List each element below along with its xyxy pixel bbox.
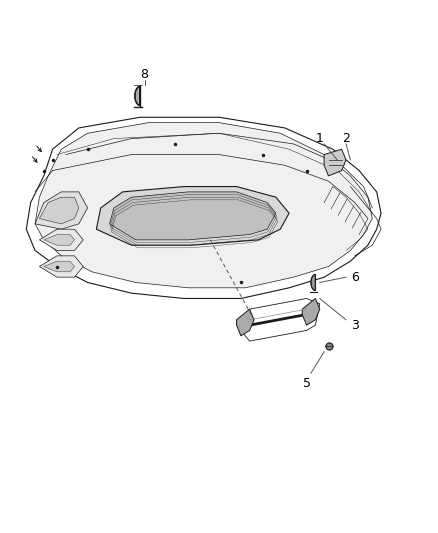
Text: 1: 1	[316, 132, 324, 145]
Text: 8: 8	[141, 68, 148, 81]
Polygon shape	[96, 187, 289, 245]
Polygon shape	[35, 123, 372, 288]
Polygon shape	[39, 229, 83, 251]
Polygon shape	[110, 192, 276, 240]
Text: 3: 3	[351, 319, 359, 332]
Polygon shape	[237, 309, 254, 336]
Text: 2: 2	[342, 132, 350, 145]
Polygon shape	[35, 192, 88, 229]
Polygon shape	[311, 274, 315, 290]
Polygon shape	[44, 235, 74, 245]
Polygon shape	[324, 149, 346, 176]
Text: 5: 5	[303, 377, 311, 390]
Polygon shape	[44, 261, 74, 272]
Polygon shape	[39, 256, 83, 277]
Polygon shape	[135, 86, 140, 106]
Polygon shape	[39, 197, 79, 224]
Text: 6: 6	[351, 271, 359, 284]
Polygon shape	[302, 298, 320, 325]
